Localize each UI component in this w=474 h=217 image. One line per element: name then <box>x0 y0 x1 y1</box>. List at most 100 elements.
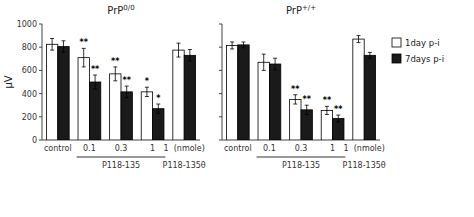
error-cap <box>241 41 245 42</box>
error-cap <box>368 52 372 53</box>
error-cap <box>177 43 181 44</box>
error-bar <box>113 67 117 81</box>
group-label: P118-135 <box>102 161 140 170</box>
error-cap <box>357 42 361 43</box>
group-label: P118-135θ <box>163 161 206 170</box>
error-cap <box>125 86 129 87</box>
error-cap <box>262 70 266 71</box>
bar <box>290 99 301 140</box>
error-cap <box>113 66 117 67</box>
error-bar <box>188 50 192 62</box>
error-cap <box>241 47 245 48</box>
significance: * <box>156 94 161 103</box>
y-tick-label: 200 <box>22 113 37 122</box>
error-line <box>358 36 359 43</box>
category-label: 0.3 <box>115 144 128 153</box>
group-bracket <box>77 157 166 158</box>
bar <box>141 92 152 140</box>
bar <box>238 45 249 140</box>
legend-swatch <box>392 38 401 47</box>
error-cap <box>325 106 329 107</box>
error-cap <box>273 58 277 59</box>
error-line <box>275 58 276 70</box>
bar <box>364 55 375 140</box>
error-cap <box>368 58 372 59</box>
legend-label: 7days p-i <box>405 54 444 64</box>
error-cap <box>145 96 149 97</box>
y-tick <box>219 47 222 48</box>
y-tick <box>219 24 222 25</box>
error-bar <box>82 48 86 67</box>
error-bar <box>357 36 361 43</box>
error-line <box>189 50 190 62</box>
error-cap <box>262 54 266 55</box>
category-label: 1 (nmole) <box>344 144 385 153</box>
bar <box>78 58 89 140</box>
error-line <box>232 42 233 49</box>
bar <box>258 62 269 140</box>
error-line <box>178 43 179 57</box>
error-line <box>95 75 96 89</box>
error-cap <box>156 113 160 114</box>
bar <box>269 64 280 140</box>
significance: ** <box>334 105 343 114</box>
y-tick <box>39 47 42 48</box>
error-bar <box>273 58 277 70</box>
category-label: 1 <box>150 144 155 153</box>
y-tick-label: 1000 <box>17 20 37 29</box>
category-label: 0.1 <box>83 144 96 153</box>
error-bar <box>241 42 245 48</box>
category-label: control <box>224 144 252 153</box>
y-tick <box>39 93 42 94</box>
title: PrP0/0 <box>107 4 134 16</box>
y-tick <box>219 93 222 94</box>
y-tick-label: 600 <box>22 66 37 75</box>
error-bar <box>368 52 372 58</box>
error-bar <box>230 42 234 49</box>
y-tick <box>39 116 42 117</box>
error-line <box>52 39 53 51</box>
error-line <box>63 41 64 53</box>
error-bar <box>50 39 54 51</box>
bar <box>46 44 57 140</box>
y-tick-label: 400 <box>22 90 37 99</box>
error-cap <box>336 122 340 123</box>
error-bar <box>262 54 266 70</box>
error-cap <box>230 41 234 42</box>
error-bar <box>293 95 297 104</box>
error-cap <box>357 35 361 36</box>
group-label: P118-135θ <box>343 161 386 170</box>
y-tick <box>39 24 42 25</box>
error-line <box>295 95 296 104</box>
error-cap <box>125 97 129 98</box>
marks <box>46 39 195 141</box>
y-tick <box>39 70 42 71</box>
legend-swatch <box>392 54 401 63</box>
error-bar <box>125 86 129 98</box>
error-cap <box>293 94 297 95</box>
significance: ** <box>291 85 300 94</box>
category-label: control <box>44 144 72 153</box>
error-cap <box>336 115 340 116</box>
error-cap <box>61 52 65 53</box>
error-line <box>338 115 339 122</box>
error-bar <box>61 41 65 53</box>
significance: ** <box>303 95 312 104</box>
bar <box>184 55 195 140</box>
error-cap <box>82 48 86 49</box>
y-tick <box>39 140 42 141</box>
error-cap <box>61 40 65 41</box>
error-cap <box>273 69 277 70</box>
category-label: 1 <box>330 144 335 153</box>
bar <box>173 50 184 140</box>
bar <box>121 92 132 140</box>
y-label: μV <box>3 75 14 88</box>
error-bar <box>177 43 181 57</box>
error-cap <box>156 104 160 105</box>
error-bar <box>305 105 309 114</box>
category-label: 0.1 <box>263 144 276 153</box>
error-cap <box>113 80 117 81</box>
bar <box>110 74 121 140</box>
error-cap <box>50 50 54 51</box>
title: PrP+/+ <box>286 4 316 16</box>
